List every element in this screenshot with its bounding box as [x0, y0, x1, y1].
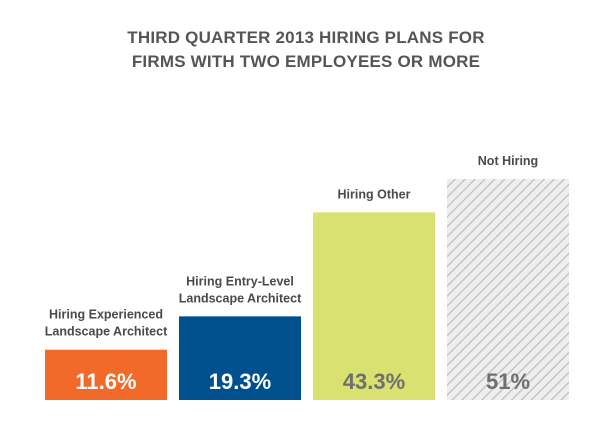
bar-hiring-experienced-landscape-architect — [45, 349, 167, 400]
chart-title-line-2: FIRMS WITH TWO EMPLOYEES OR MORE — [131, 52, 481, 71]
value-label-hiring-entry-level-landscape-architect: 19.3% — [209, 369, 271, 394]
category-label-not-hiring: Not Hiring — [478, 154, 538, 168]
value-label-hiring-other: 43.3% — [343, 369, 405, 394]
category-label-hiring-entry-level-landscape-architect: Hiring Entry-Level Landscape Architect — [179, 274, 302, 305]
bars-group: 11.6% Hiring Experienced Landscape Archite… — [45, 154, 569, 400]
value-label-hiring-experienced-landscape-architect: 11.6% — [75, 369, 136, 394]
category-label-line: Landscape Architect — [45, 325, 168, 339]
category-label-hiring-other: Hiring Other — [338, 187, 411, 201]
bar-hiring-other — [313, 212, 435, 400]
value-label-not-hiring: 51% — [486, 369, 530, 394]
bar-hiring-entry-level-landscape-architect — [179, 316, 301, 400]
category-label-line: Hiring Other — [338, 187, 411, 201]
category-label-line: Landscape Architect — [179, 291, 302, 305]
chart-title: THIRD QUARTER 2013 HIRING PLANS FOR FIRM… — [0, 26, 612, 74]
category-label-line: Hiring Experienced — [49, 308, 163, 322]
category-label-hiring-experienced-landscape-architect: Hiring Experienced Landscape Architect — [45, 308, 168, 339]
chart-title-line-1: THIRD QUARTER 2013 HIRING PLANS FOR — [127, 28, 485, 47]
category-label-line: Not Hiring — [478, 154, 538, 168]
bar-not-hiring — [447, 179, 569, 400]
category-label-line: Hiring Entry-Level — [186, 274, 294, 288]
